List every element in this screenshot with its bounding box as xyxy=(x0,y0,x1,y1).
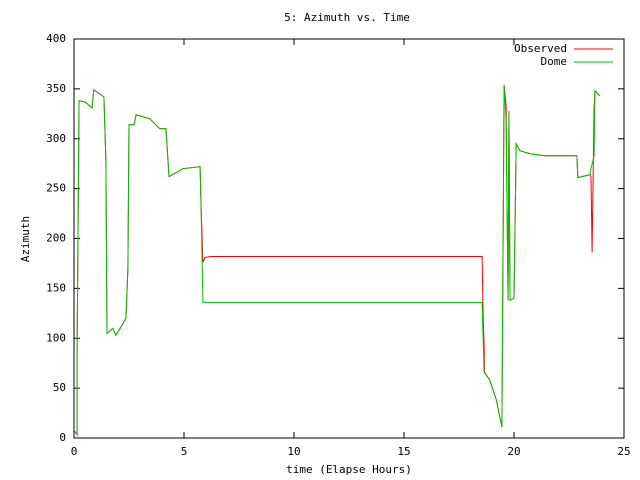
x-tick-label: 0 xyxy=(71,445,78,458)
x-tick-label: 15 xyxy=(397,445,410,458)
y-tick-label: 200 xyxy=(46,232,66,245)
y-tick-label: 350 xyxy=(46,82,66,95)
legend-label: Dome xyxy=(541,55,568,68)
y-tick-label: 100 xyxy=(46,331,66,344)
y-tick-label: 300 xyxy=(46,132,66,145)
y-tick-label: 250 xyxy=(46,182,66,195)
legend-label: Observed xyxy=(514,42,567,55)
chart-title: 5: Azimuth vs. Time xyxy=(284,11,410,24)
plot-border xyxy=(73,38,625,439)
y-tick-label: 0 xyxy=(59,431,66,444)
x-tick-label: 25 xyxy=(617,445,630,458)
x-axis-label: time (Elapse Hours) xyxy=(286,463,412,476)
y-tick-label: 150 xyxy=(46,281,66,294)
series-line xyxy=(73,84,601,437)
series-line xyxy=(73,84,601,437)
x-tick-label: 20 xyxy=(507,445,520,458)
y-tick-label: 50 xyxy=(53,381,66,394)
y-axis-label: Azimuth xyxy=(19,216,32,262)
y-tick-label: 400 xyxy=(46,32,66,45)
x-tick-label: 10 xyxy=(287,445,300,458)
x-tick-label: 5 xyxy=(181,445,188,458)
